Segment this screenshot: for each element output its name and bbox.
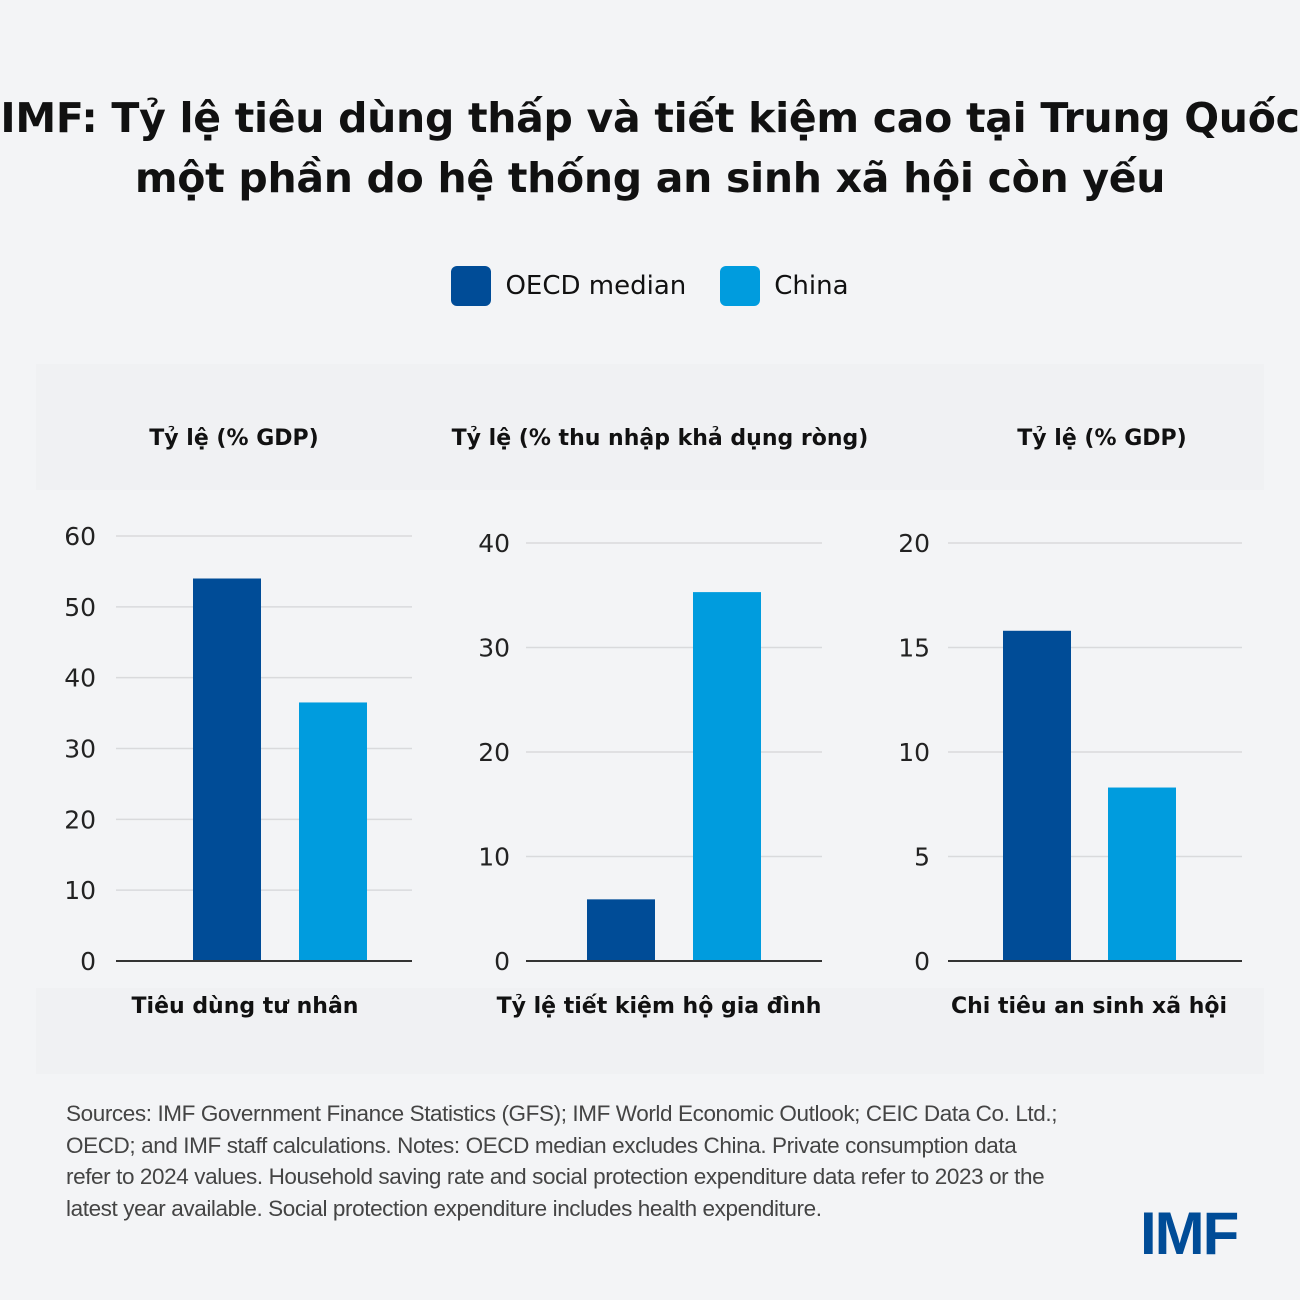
panel-1-y-tick-60: 60 — [64, 522, 96, 551]
subtitle-band — [36, 364, 1264, 490]
panel-1-y-tick-30: 30 — [64, 735, 96, 764]
legend-swatch-oecd — [451, 266, 492, 306]
panel-1-y-tick-50: 50 — [64, 593, 96, 622]
panel-3-subtitle: Tỷ lệ (% GDP) — [1017, 426, 1187, 451]
legend: OECD median China — [0, 266, 1300, 306]
panel-1-y-tick-0: 0 — [80, 947, 96, 976]
legend-item-oecd: OECD median — [451, 266, 686, 306]
category-band — [36, 988, 1264, 1074]
panel-3-category-label: Chi tiêu an sinh xã hội — [950, 994, 1228, 1019]
panel-3-y-tick-20: 20 — [898, 529, 930, 558]
panel-1-y-tick-20: 20 — [64, 805, 96, 834]
panel-3-bar-china — [1108, 787, 1176, 961]
panel-1-subtitle: Tỷ lệ (% GDP) — [149, 426, 319, 451]
panel-3-y-tick-5: 5 — [914, 843, 930, 872]
chart-title-line-1: IMF: Tỷ lệ tiêu dùng thấp và tiết kiệm c… — [0, 94, 1300, 142]
panel-2-y-tick-10: 10 — [478, 843, 510, 872]
imf-logo: IMF — [1140, 1200, 1239, 1267]
legend-item-china: China — [720, 266, 849, 306]
panel-3-y-tick-15: 15 — [898, 634, 930, 663]
panel-2-y-tick-0: 0 — [494, 947, 510, 976]
panel-3-y-tick-0: 0 — [914, 947, 930, 976]
panel-1-bar-china — [299, 702, 367, 961]
panel-1-bar-oecd — [193, 578, 261, 961]
panel-3-bar-oecd — [1003, 630, 1071, 961]
chart-title-line-2: một phần do hệ thống an sinh xã hội còn … — [134, 154, 1166, 202]
panel-1-y-tick-40: 40 — [64, 664, 96, 693]
panel-2-bar-oecd — [587, 899, 655, 961]
panel-1-y-tick-10: 10 — [64, 876, 96, 905]
legend-label-china: China — [774, 271, 849, 301]
chart-title: IMF: Tỷ lệ tiêu dùng thấp và tiết kiệm c… — [0, 88, 1300, 208]
legend-swatch-china — [720, 266, 761, 306]
sources-note: Sources: IMF Government Finance Statisti… — [66, 1101, 1058, 1221]
panel-3-y-tick-10: 10 — [898, 738, 930, 767]
panel-1-category-label: Tiêu dùng tư nhân — [131, 994, 359, 1019]
panel-2-bar-china — [693, 592, 761, 961]
panel-2-subtitle: Tỷ lệ (% thu nhập khả dụng ròng) — [451, 426, 869, 451]
legend-label-oecd: OECD median — [505, 271, 687, 301]
panel-2-y-tick-20: 20 — [478, 738, 510, 767]
panel-2-y-tick-30: 30 — [478, 634, 510, 663]
panel-2-category-label: Tỷ lệ tiết kiệm hộ gia đình — [496, 994, 822, 1019]
panel-2-y-tick-40: 40 — [478, 529, 510, 558]
